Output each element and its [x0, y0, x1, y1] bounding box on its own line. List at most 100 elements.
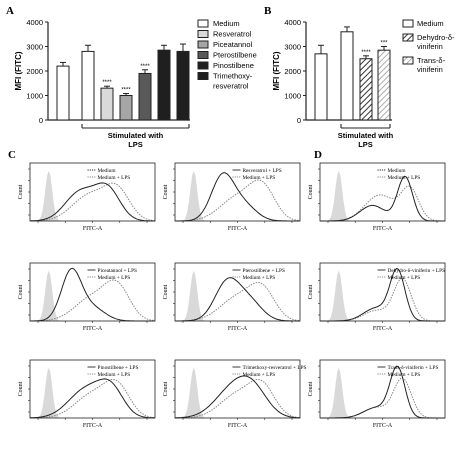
sample-histogram: [320, 175, 445, 222]
bar: [340, 31, 354, 121]
sample-histogram: [175, 277, 300, 322]
reference-histogram: [30, 182, 156, 222]
bar: [119, 95, 133, 121]
reference-histogram: [29, 279, 156, 322]
histogram-panel: FITC-A Count Trimethoxy-resveratrol + LPSM…: [163, 359, 307, 429]
sample-histogram: [30, 378, 155, 419]
legend-label: Medium + LPS: [98, 175, 131, 181]
x-axis-label: FITC-A: [373, 226, 393, 232]
control-histogram: [320, 367, 445, 418]
sample-histogram: [29, 182, 155, 222]
legend-swatch: [402, 56, 414, 65]
legend-label: Medium + LPS: [243, 372, 276, 378]
legend-label: Medium: [98, 168, 117, 174]
legend-label: Pinostilbene: [213, 61, 254, 70]
x-axis-label: FITC-A: [228, 423, 248, 429]
legend-label: Trimethoxy-: [213, 72, 253, 81]
histogram-panel: FITC-A Count Dehydro-δ-viniferin + LPSMedi…: [308, 262, 446, 332]
legend-label: viniferin: [417, 65, 443, 74]
control-histogram: [175, 367, 300, 418]
legend-label: Medium: [388, 168, 407, 174]
y-axis-label: Count: [18, 284, 24, 299]
bar: [377, 49, 391, 121]
y-tick-label: 0: [297, 116, 301, 125]
reference-histogram: [174, 179, 301, 222]
y-axis-label: Count: [163, 284, 169, 299]
legend-swatch: [402, 33, 414, 42]
legend-label: resveratrol: [213, 82, 249, 91]
legend-label: Medium: [213, 19, 240, 28]
legend-label: Pterostilbene: [213, 51, 257, 60]
significance-label: ***: [380, 41, 388, 47]
legend-label: Pterostilbene + LPS: [243, 268, 285, 274]
x-axis-label: FITC-A: [83, 226, 103, 232]
bar: [138, 72, 152, 121]
y-tick-label: 4000: [284, 18, 301, 27]
y-axis-label: Count: [163, 381, 169, 396]
x-axis-label: FITC-A: [373, 423, 393, 429]
panel-label-d: D: [314, 149, 322, 161]
significance-label: ****: [102, 80, 112, 86]
panel-label-a: A: [6, 5, 14, 17]
group-label: LPS: [358, 140, 373, 149]
y-tick-label: 3000: [26, 43, 43, 52]
legend-label: Dehydro-δ-viniferin + LPS: [388, 267, 446, 274]
x-axis-label: FITC-A: [228, 326, 248, 332]
bar: [314, 53, 328, 121]
y-tick-label: 2000: [26, 67, 43, 76]
y-axis-label: Count: [18, 381, 24, 396]
legend-label: Medium + LPS: [388, 175, 421, 181]
y-tick-label: 2000: [284, 67, 301, 76]
legend-swatch: [197, 51, 209, 59]
control-histogram: [175, 270, 300, 321]
control-histogram: [320, 170, 445, 221]
significance-label: ****: [121, 88, 131, 94]
panel-label-b: B: [264, 5, 272, 17]
group-label: Stimulated with: [338, 131, 394, 140]
control-histogram: [30, 367, 155, 418]
bar-chart-a: 0 1000 2000 3000 4000 MFI (FITC) **** **** **** S…: [14, 18, 257, 149]
x-axis-label: FITC-A: [228, 226, 248, 232]
legend-label: Medium + LPS: [243, 175, 276, 181]
control-histogram: [175, 170, 300, 221]
legend-label: Trans-δ-: [417, 56, 446, 65]
legend-label: Medium + LPS: [388, 275, 421, 281]
legend-label: Medium + LPS: [98, 275, 131, 281]
bar: [100, 87, 114, 121]
legend-label: Medium + LPS: [388, 372, 421, 378]
y-tick-label: 0: [39, 116, 43, 125]
y-axis-label: Count: [308, 381, 314, 396]
legend-label: Piceatannol + LPS: [98, 268, 138, 274]
reference-histogram: [174, 378, 301, 419]
y-axis-label: Count: [308, 284, 314, 299]
legend-swatch: [197, 30, 209, 38]
legend-label: Pinostilbene + LPS: [98, 365, 139, 371]
bar: [81, 50, 95, 121]
control-histogram: [30, 170, 155, 221]
x-axis-label: FITC-A: [83, 326, 103, 332]
y-axis-label: MFI (FITC): [272, 51, 281, 90]
bar: [157, 49, 171, 121]
panel-label-c: C: [8, 149, 16, 161]
reference-histogram: [29, 378, 156, 419]
y-axis-label: Count: [163, 184, 169, 199]
bar: [56, 65, 70, 121]
control-histogram: [320, 270, 445, 321]
y-tick-label: 1000: [284, 92, 301, 101]
reference-histogram: [174, 281, 301, 322]
legend-label: Resveratrol: [213, 30, 252, 39]
legend-label: Medium + LPS: [98, 372, 131, 378]
reference-histogram: [320, 185, 445, 222]
legend-swatch: [197, 19, 209, 28]
legend-label: Medium: [417, 19, 444, 28]
legend-swatch: [197, 40, 209, 49]
significance-label: ****: [361, 50, 371, 56]
legend-label: Dehydro-δ-: [417, 33, 455, 42]
